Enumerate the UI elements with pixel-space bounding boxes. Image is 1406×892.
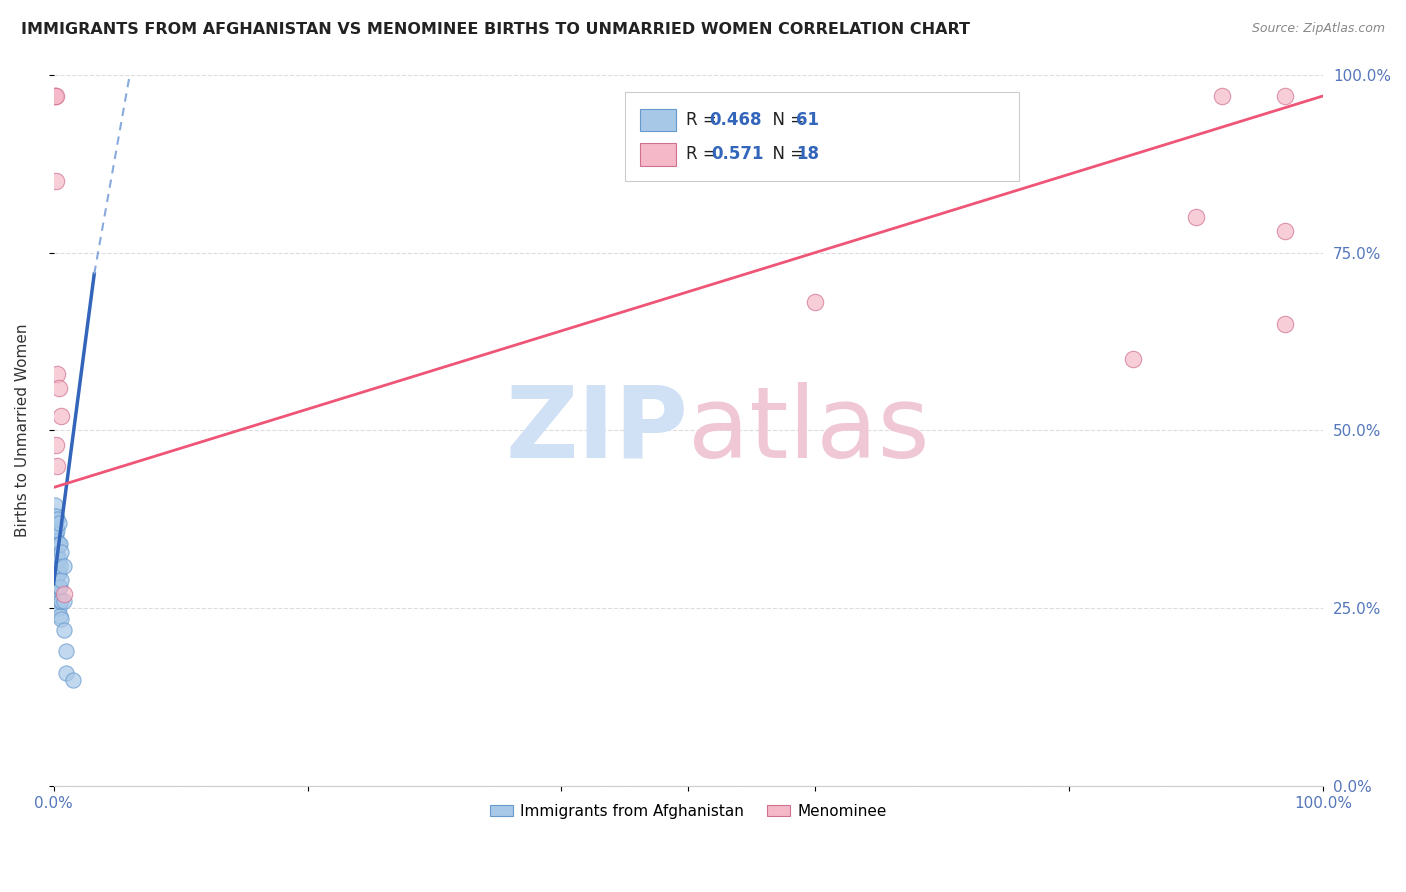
Point	[45, 438, 67, 452]
Point	[1274, 317, 1296, 331]
Point	[44, 530, 66, 544]
Point	[46, 558, 69, 573]
Point	[45, 583, 67, 598]
Point	[45, 508, 67, 523]
Point	[45, 576, 67, 591]
Point	[44, 544, 66, 558]
Point	[46, 569, 69, 583]
Point	[46, 459, 69, 474]
Point	[49, 537, 72, 551]
Point	[45, 174, 67, 188]
Point	[44, 537, 66, 551]
Point	[44, 558, 66, 573]
Point	[55, 644, 77, 658]
Point	[45, 544, 67, 558]
Point	[52, 594, 75, 608]
Point	[994, 153, 1017, 167]
Point	[45, 519, 67, 533]
Point	[48, 537, 70, 551]
Point	[44, 533, 66, 548]
Point	[44, 566, 66, 580]
Text: IMMIGRANTS FROM AFGHANISTAN VS MENOMINEE BIRTHS TO UNMARRIED WOMEN CORRELATION C: IMMIGRANTS FROM AFGHANISTAN VS MENOMINEE…	[21, 22, 970, 37]
Point	[51, 409, 73, 424]
Point	[51, 544, 73, 558]
Text: R =: R =	[686, 145, 721, 163]
Point	[48, 601, 70, 615]
Point	[44, 508, 66, 523]
Point	[44, 516, 66, 530]
Point	[45, 526, 67, 541]
Point	[45, 88, 67, 103]
Point	[52, 558, 75, 573]
Point	[44, 523, 66, 537]
Point	[46, 512, 69, 526]
Point	[44, 88, 66, 103]
Point	[44, 551, 66, 566]
Point	[44, 548, 66, 562]
Point	[45, 555, 67, 569]
Point	[46, 533, 69, 548]
Point	[62, 673, 84, 687]
Text: N =: N =	[762, 112, 810, 129]
Point	[52, 587, 75, 601]
Point	[48, 551, 70, 566]
Text: ZIP: ZIP	[506, 382, 689, 479]
Point	[49, 594, 72, 608]
Point	[48, 516, 70, 530]
Point	[51, 594, 73, 608]
Point	[46, 587, 69, 601]
Point	[44, 498, 66, 512]
Point	[44, 573, 66, 587]
Text: atlas: atlas	[689, 382, 931, 479]
Point	[804, 295, 827, 310]
Point	[44, 88, 66, 103]
Point	[48, 580, 70, 594]
Point	[51, 612, 73, 626]
Point	[49, 580, 72, 594]
Point	[45, 537, 67, 551]
Point	[46, 594, 69, 608]
FancyBboxPatch shape	[624, 92, 1018, 181]
Point	[46, 580, 69, 594]
Point	[46, 548, 69, 562]
Point	[46, 367, 69, 381]
Point	[44, 512, 66, 526]
Text: 0.468: 0.468	[709, 112, 761, 129]
Point	[44, 555, 66, 569]
Text: R =: R =	[686, 112, 721, 129]
Text: 0.571: 0.571	[711, 145, 763, 163]
Text: Source: ZipAtlas.com: Source: ZipAtlas.com	[1251, 22, 1385, 36]
Point	[44, 562, 66, 576]
Text: N =: N =	[762, 145, 810, 163]
Bar	[640, 143, 676, 166]
Point	[51, 573, 73, 587]
Point	[49, 608, 72, 623]
Point	[55, 665, 77, 680]
Point	[52, 623, 75, 637]
Point	[1122, 352, 1144, 367]
Point	[46, 523, 69, 537]
Point	[44, 576, 66, 591]
Text: 18: 18	[796, 145, 820, 163]
Point	[45, 569, 67, 583]
Point	[1274, 224, 1296, 238]
Point	[44, 569, 66, 583]
Bar	[640, 109, 676, 131]
Point	[48, 381, 70, 395]
Text: 61: 61	[796, 112, 820, 129]
Point	[44, 541, 66, 555]
Point	[48, 566, 70, 580]
Point	[44, 526, 66, 541]
Point	[1211, 88, 1233, 103]
Point	[48, 591, 70, 605]
Legend: Immigrants from Afghanistan, Menominee: Immigrants from Afghanistan, Menominee	[484, 797, 893, 825]
Point	[1185, 210, 1208, 224]
Y-axis label: Births to Unmarried Women: Births to Unmarried Women	[15, 324, 30, 537]
Point	[45, 562, 67, 576]
Point	[49, 558, 72, 573]
Point	[1274, 88, 1296, 103]
